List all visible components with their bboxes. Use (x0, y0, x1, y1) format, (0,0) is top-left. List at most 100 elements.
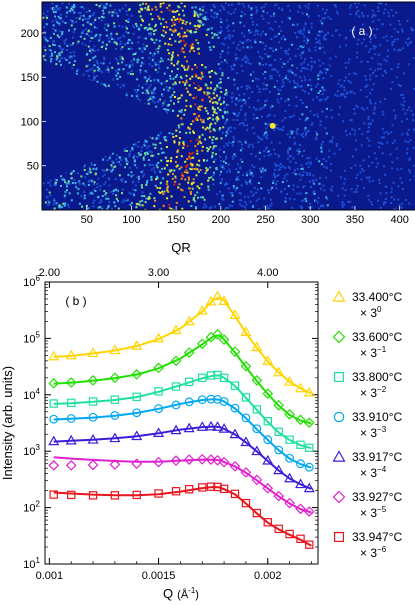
heatmap-pixel (367, 115, 370, 118)
heatmap-pixel (185, 105, 188, 108)
heatmap-pixel (173, 141, 176, 144)
heatmap-pixel (351, 206, 354, 209)
heatmap-pixel (71, 5, 74, 8)
heatmap-pixel (276, 88, 279, 91)
heatmap-pixel (132, 53, 135, 56)
heatmap-pixel (82, 182, 85, 185)
heatmap-pixel (74, 184, 77, 187)
legend-label: 33.927°C (352, 490, 403, 504)
heatmap-pixel (210, 81, 213, 84)
heatmap-pixel (356, 51, 359, 54)
heatmap-pixel (323, 12, 326, 15)
heatmap-pixel (384, 98, 387, 101)
heatmap-pixel (280, 47, 283, 49)
heatmap-pixel (195, 28, 198, 31)
heatmap-pixel (266, 204, 269, 207)
heatmap-pixel (222, 117, 225, 119)
heatmap-pixel (121, 25, 124, 28)
heatmap-pixel (160, 34, 163, 36)
heatmap-pixel (159, 187, 162, 190)
heatmap-pixel (92, 21, 95, 24)
heatmap-pixel (132, 192, 135, 195)
heatmap-pixel (72, 7, 75, 10)
heatmap-pixel (168, 52, 171, 55)
heatmap-pixel (88, 207, 91, 210)
heatmap-pixel (59, 13, 62, 16)
heatmap-pixel (393, 27, 396, 30)
heatmap-pixel (182, 51, 185, 54)
heatmap-pixel (212, 174, 215, 176)
heatmap-pixel (53, 40, 56, 43)
heatmap-pixel (244, 100, 247, 103)
heatmap-pixel (87, 172, 90, 175)
data-point (251, 375, 263, 386)
heatmap-pixel (308, 31, 311, 34)
heatmap-pixel (171, 55, 174, 58)
heatmap-pixel (359, 164, 362, 167)
heatmap-pixel (229, 13, 232, 16)
heatmap-pixel (310, 26, 313, 29)
heatmap-pixel (260, 107, 263, 110)
heatmap-pixel (236, 57, 239, 60)
heatmap-pixel (316, 34, 319, 36)
heatmap-pixel (254, 77, 257, 80)
heatmap-pixel (77, 181, 80, 184)
heatmap-pixel (368, 126, 370, 129)
heatmap-pixel (273, 68, 276, 70)
data-point (273, 464, 285, 475)
heatmap-pixel (223, 167, 226, 170)
heatmap-pixel (142, 43, 145, 46)
heatmap-pixel (217, 63, 220, 66)
heatmap-pixel (301, 32, 304, 35)
heatmap-pixel (390, 87, 392, 90)
data-point (65, 377, 77, 388)
heatmap-pixel (382, 113, 385, 116)
heatmap-pixel (355, 13, 358, 16)
heatmap-pixel (264, 53, 267, 55)
heatmap-pixel (322, 158, 325, 161)
heatmap-pixel (207, 41, 210, 44)
heatmap-pixel (256, 117, 259, 119)
heatmap-pixel (119, 43, 122, 46)
heatmap-pixel (179, 75, 182, 78)
heatmap-pixel (397, 31, 400, 34)
heatmap-pixel (340, 176, 343, 179)
heatmap-pixel (254, 39, 257, 42)
heatmap-pixel (63, 204, 66, 207)
heatmap-pixel (60, 175, 62, 178)
heatmap-pixel (267, 150, 270, 153)
heatmap-pixel (303, 129, 306, 131)
heatmap-pixel (243, 57, 246, 59)
heatmap-pixel (410, 41, 413, 44)
heatmap-pixel (119, 163, 122, 166)
heatmap-pixel (409, 178, 411, 181)
heatmap-pixel (173, 91, 176, 94)
heatmap-pixel (317, 115, 319, 118)
heatmap-pixel (257, 197, 260, 200)
panel-a-y-tick-label: 100 (21, 116, 39, 128)
heatmap-pixel (374, 14, 377, 17)
heatmap-pixel (408, 42, 411, 44)
heatmap-pixel (301, 113, 304, 116)
heatmap-pixel (248, 29, 250, 32)
heatmap-pixel (162, 88, 165, 91)
heatmap-pixel (63, 179, 66, 182)
heatmap-pixel (263, 205, 266, 208)
heatmap-pixel (176, 62, 179, 65)
heatmap-pixel (262, 88, 265, 91)
top-tick-label: 3.00 (148, 267, 169, 279)
data-point (205, 454, 217, 465)
heatmap-pixel (305, 130, 308, 133)
heatmap-pixel (184, 169, 187, 172)
heatmap-pixel (141, 2, 144, 5)
heatmap-pixel (220, 29, 223, 32)
heatmap-pixel (181, 207, 184, 210)
heatmap-pixel (279, 58, 282, 61)
heatmap-pixel (213, 33, 216, 36)
heatmap-pixel (107, 84, 110, 87)
heatmap-pixel (93, 188, 96, 191)
heatmap-pixel (124, 157, 127, 160)
heatmap-pixel (367, 130, 370, 133)
heatmap-pixel (293, 198, 296, 201)
heatmap-pixel (247, 38, 249, 41)
